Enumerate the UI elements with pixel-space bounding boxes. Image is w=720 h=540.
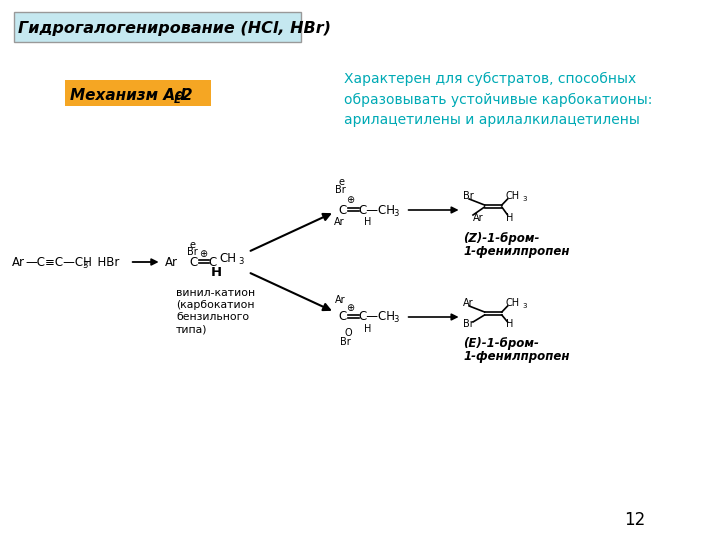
FancyBboxPatch shape: [14, 12, 301, 42]
Text: Br: Br: [335, 185, 346, 195]
Text: 3: 3: [238, 258, 244, 267]
Text: 3: 3: [522, 196, 526, 202]
Text: CH: CH: [505, 298, 520, 308]
Text: Br: Br: [186, 247, 197, 257]
Text: ⊕: ⊕: [346, 195, 354, 205]
Text: Ar: Ar: [473, 213, 484, 223]
Text: (E)-1-бром-: (E)-1-бром-: [464, 337, 539, 350]
FancyBboxPatch shape: [66, 80, 212, 106]
Text: Br: Br: [341, 337, 351, 347]
Text: e: e: [338, 177, 344, 187]
Text: C: C: [209, 255, 217, 268]
Text: Br: Br: [464, 191, 474, 201]
Text: Ar: Ar: [333, 217, 344, 227]
Text: Гидрогалогенирование (HCl, HBr): Гидрогалогенирование (HCl, HBr): [18, 21, 331, 36]
Text: 1-фенилпропен: 1-фенилпропен: [464, 245, 570, 258]
Text: C: C: [338, 310, 346, 323]
Text: бензильного: бензильного: [176, 312, 249, 322]
Text: Br: Br: [464, 319, 474, 329]
Text: Ar: Ar: [335, 295, 345, 305]
Text: ⊕: ⊕: [199, 249, 207, 259]
Text: Механизм Ad: Механизм Ad: [70, 87, 186, 103]
Text: 2: 2: [181, 87, 192, 103]
Text: винил-катион: винил-катион: [176, 288, 255, 298]
Text: Ar: Ar: [12, 255, 24, 268]
Text: 12: 12: [624, 511, 645, 529]
Text: CH: CH: [219, 253, 236, 266]
Text: (Z)-1-бром-: (Z)-1-бром-: [464, 232, 540, 245]
Text: H: H: [210, 267, 222, 280]
Text: C: C: [189, 255, 197, 268]
Text: H: H: [364, 324, 372, 334]
Text: H: H: [505, 319, 513, 329]
Text: Ar: Ar: [464, 298, 474, 308]
Text: E: E: [174, 95, 181, 105]
Text: (карбокатион: (карбокатион: [176, 300, 254, 310]
Text: 3: 3: [522, 303, 526, 309]
Text: O: O: [344, 328, 352, 338]
Text: 3: 3: [393, 315, 399, 325]
Text: H: H: [505, 213, 513, 223]
Text: 3: 3: [393, 208, 399, 218]
Text: CH: CH: [505, 191, 520, 201]
Text: типа): типа): [176, 324, 207, 334]
Text: ⊕: ⊕: [346, 303, 354, 313]
Text: C—CH: C—CH: [359, 204, 395, 217]
Text: —C≡C—CH: —C≡C—CH: [25, 255, 92, 268]
Text: 1-фенилпропен: 1-фенилпропен: [464, 350, 570, 363]
Text: H: H: [364, 217, 372, 227]
Text: 3: 3: [83, 260, 88, 269]
Text: Ar: Ar: [166, 255, 179, 268]
Text: HBr: HBr: [91, 255, 120, 268]
Text: e: e: [189, 240, 195, 250]
Text: Характерен для субстратов, способных
образовывать устойчивые карбокатионы:
арила: Характерен для субстратов, способных обр…: [344, 72, 652, 127]
Text: C—CH: C—CH: [359, 310, 395, 323]
Text: C: C: [338, 204, 346, 217]
